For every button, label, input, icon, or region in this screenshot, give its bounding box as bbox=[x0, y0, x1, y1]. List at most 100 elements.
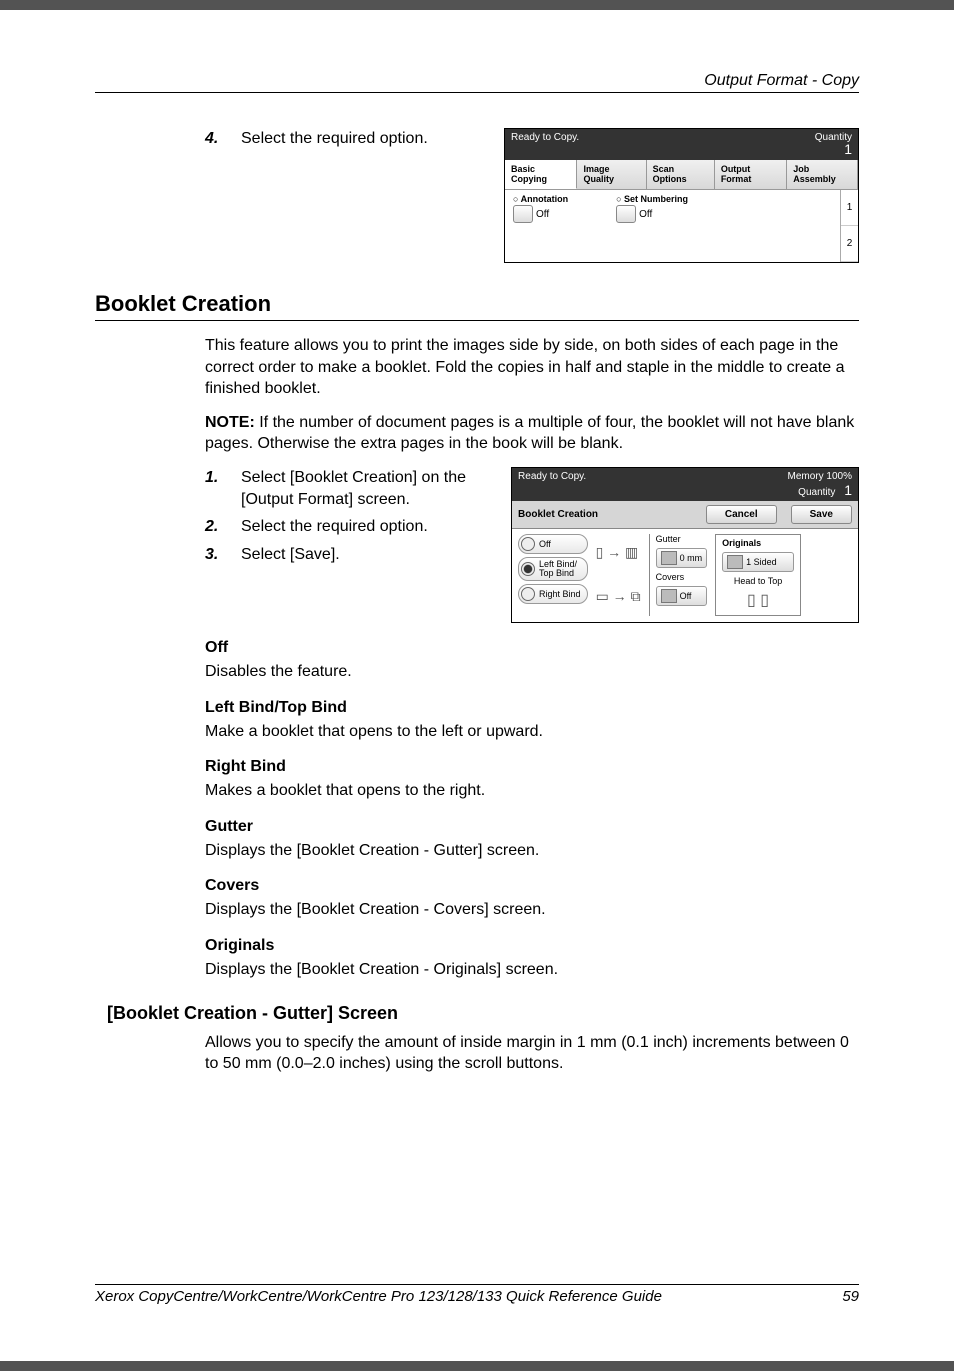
radio-rightbind-label: Right Bind bbox=[539, 589, 581, 599]
gutter-label: Gutter bbox=[656, 534, 708, 544]
step4-block: 4. Select the required option. Ready to … bbox=[95, 128, 859, 263]
off-heading: Off bbox=[205, 639, 859, 657]
note-text: If the number of document pages is a mul… bbox=[205, 414, 854, 453]
ss2-gutter-covers-panel: Gutter 0 mm Covers Off bbox=[649, 534, 708, 616]
gutter-text: Displays the [Booklet Creation - Gutter]… bbox=[205, 840, 859, 862]
ss1-qty-value: 1 bbox=[844, 141, 852, 157]
ss2-action-buttons: Cancel Save bbox=[706, 505, 852, 524]
section-note: NOTE: If the number of document pages is… bbox=[205, 412, 859, 455]
step-1-text: Select [Booklet Creation] on the [Output… bbox=[241, 467, 499, 510]
covers-heading: Covers bbox=[205, 877, 859, 895]
section-heading: Booklet Creation bbox=[95, 291, 859, 321]
covers-button[interactable]: Off bbox=[656, 586, 708, 606]
screenshot-booklet-creation: Ready to Copy. Memory 100% Quantity 1 Bo… bbox=[511, 467, 859, 623]
ss1-setnumbering-group: Set Numbering Off bbox=[616, 194, 688, 258]
step-3-text: Select [Save]. bbox=[241, 544, 340, 566]
gutter-value: 0 mm bbox=[680, 553, 703, 563]
covers-icon bbox=[661, 589, 677, 603]
gutter-screen-text: Allows you to specify the amount of insi… bbox=[205, 1032, 859, 1075]
radio-rightbind[interactable]: Right Bind bbox=[518, 584, 588, 604]
ss1-tabs: Basic Copying Image Quality Scan Options… bbox=[505, 160, 858, 190]
ss2-radio-col: Off Left Bind/ Top Bind Right Bind bbox=[518, 534, 588, 616]
header-title: Output Format - Copy bbox=[704, 72, 859, 89]
ss1-titlebar: Ready to Copy. Quantity 1 bbox=[505, 129, 858, 160]
save-button[interactable]: Save bbox=[791, 505, 852, 524]
leftbind-text: Make a booklet that opens to the left or… bbox=[205, 721, 859, 743]
section-intro: This feature allows you to print the ima… bbox=[205, 335, 859, 400]
ss1-annotation-group: Annotation Off bbox=[513, 194, 568, 258]
rightbind-heading: Right Bind bbox=[205, 758, 859, 776]
steps-list: 1. Select [Booklet Creation] on the [Out… bbox=[205, 467, 499, 571]
tab-basic-copying[interactable]: Basic Copying bbox=[505, 160, 577, 189]
step-4-num: 4. bbox=[205, 128, 223, 150]
ss1-setnum-title: Set Numbering bbox=[616, 194, 688, 204]
radio-off-circle bbox=[521, 537, 535, 551]
transform-icon-1: ▯ → ▥ bbox=[596, 544, 641, 561]
tab-job-assembly[interactable]: Job Assembly bbox=[787, 160, 858, 189]
gutter-screen-heading: [Booklet Creation - Gutter] Screen bbox=[107, 1003, 859, 1024]
rightbind-text: Makes a booklet that opens to the right. bbox=[205, 780, 859, 802]
covers-value: Off bbox=[680, 591, 692, 601]
annotation-button[interactable]: Off bbox=[513, 205, 568, 223]
footer-left: Xerox CopyCentre/WorkCentre/WorkCentre P… bbox=[95, 1288, 662, 1305]
radio-leftbind-label: Left Bind/ Top Bind bbox=[539, 560, 577, 578]
originals-text: Displays the [Booklet Creation - Origina… bbox=[205, 959, 859, 981]
ss2-right-info: Memory 100% Quantity 1 bbox=[788, 471, 852, 498]
ss1-body: Annotation Off Set Numbering Off bbox=[505, 190, 858, 262]
ss1-quantity: Quantity 1 bbox=[815, 132, 852, 157]
cancel-button[interactable]: Cancel bbox=[706, 505, 777, 524]
page-footer: Xerox CopyCentre/WorkCentre/WorkCentre P… bbox=[95, 1284, 859, 1305]
covers-text: Displays the [Booklet Creation - Covers]… bbox=[205, 899, 859, 921]
footer-page-number: 59 bbox=[842, 1288, 859, 1305]
ss1-title: Ready to Copy. bbox=[511, 132, 579, 157]
radio-rightbind-circle bbox=[521, 587, 535, 601]
radio-leftbind-circle bbox=[521, 562, 535, 576]
ss1-scrollbar[interactable]: 1 2 bbox=[840, 190, 858, 262]
originals-heading: Originals bbox=[205, 937, 859, 955]
step-3-num: 3. bbox=[205, 544, 223, 566]
sided-label: 1 Sided bbox=[746, 557, 777, 567]
leftbind-heading: Left Bind/Top Bind bbox=[205, 699, 859, 717]
radio-off[interactable]: Off bbox=[518, 534, 588, 554]
radio-leftbind[interactable]: Left Bind/ Top Bind bbox=[518, 557, 588, 581]
radio-off-label: Off bbox=[539, 539, 551, 549]
gutter-icon bbox=[661, 551, 677, 565]
step-4-text: Select the required option. bbox=[241, 128, 428, 150]
ss2-memory: Memory 100% bbox=[788, 471, 852, 482]
gutter-heading: Gutter bbox=[205, 818, 859, 836]
ss2-titlebar: Ready to Copy. Memory 100% Quantity 1 bbox=[512, 468, 858, 501]
step-2: 2. Select the required option. bbox=[205, 516, 499, 538]
gutter-button[interactable]: 0 mm bbox=[656, 548, 708, 568]
note-label: NOTE: bbox=[205, 414, 255, 431]
off-text: Disables the feature. bbox=[205, 661, 859, 683]
screenshot-output-format: Ready to Copy. Quantity 1 Basic Copying … bbox=[504, 128, 859, 263]
annotation-label: Off bbox=[536, 209, 549, 220]
ss2-toprow: Booklet Creation Cancel Save bbox=[512, 501, 858, 529]
tab-scan-options[interactable]: Scan Options bbox=[647, 160, 715, 189]
page-header: Output Format - Copy bbox=[95, 72, 859, 93]
tab-output-format[interactable]: Output Format bbox=[715, 160, 787, 189]
setnumbering-label: Off bbox=[639, 209, 652, 220]
step-1: 1. Select [Booklet Creation] on the [Out… bbox=[205, 467, 499, 510]
scroll-down[interactable]: 2 bbox=[841, 226, 858, 262]
step-3: 3. Select [Save]. bbox=[205, 544, 499, 566]
setnumbering-button[interactable]: Off bbox=[616, 205, 688, 223]
transform-icon-2: ▭ → ⧉ bbox=[596, 588, 641, 605]
sided-icon bbox=[727, 555, 743, 569]
step-2-num: 2. bbox=[205, 516, 223, 538]
step-2-text: Select the required option. bbox=[241, 516, 428, 538]
step-4: 4. Select the required option. bbox=[205, 128, 428, 150]
originals-label: Originals bbox=[722, 538, 794, 548]
ss2-qty-value: 1 bbox=[844, 482, 852, 498]
ss2-transform-icons: ▯ → ▥ ▭ → ⧉ bbox=[596, 534, 641, 616]
ss1-left: Annotation Off Set Numbering Off bbox=[505, 190, 840, 262]
covers-label: Covers bbox=[656, 572, 708, 582]
page: Output Format - Copy 4. Select the requi… bbox=[0, 10, 954, 1361]
tab-image-quality[interactable]: Image Quality bbox=[577, 160, 646, 189]
ss2-body: Off Left Bind/ Top Bind Right Bind ▯ → ▥… bbox=[512, 529, 858, 622]
scroll-up[interactable]: 1 bbox=[841, 190, 858, 226]
step4-text-wrap: 4. Select the required option. bbox=[205, 128, 428, 156]
ss2-screen-title: Booklet Creation bbox=[518, 509, 598, 520]
ss2-title: Ready to Copy. bbox=[518, 471, 586, 498]
sided-button[interactable]: 1 Sided bbox=[722, 552, 794, 572]
